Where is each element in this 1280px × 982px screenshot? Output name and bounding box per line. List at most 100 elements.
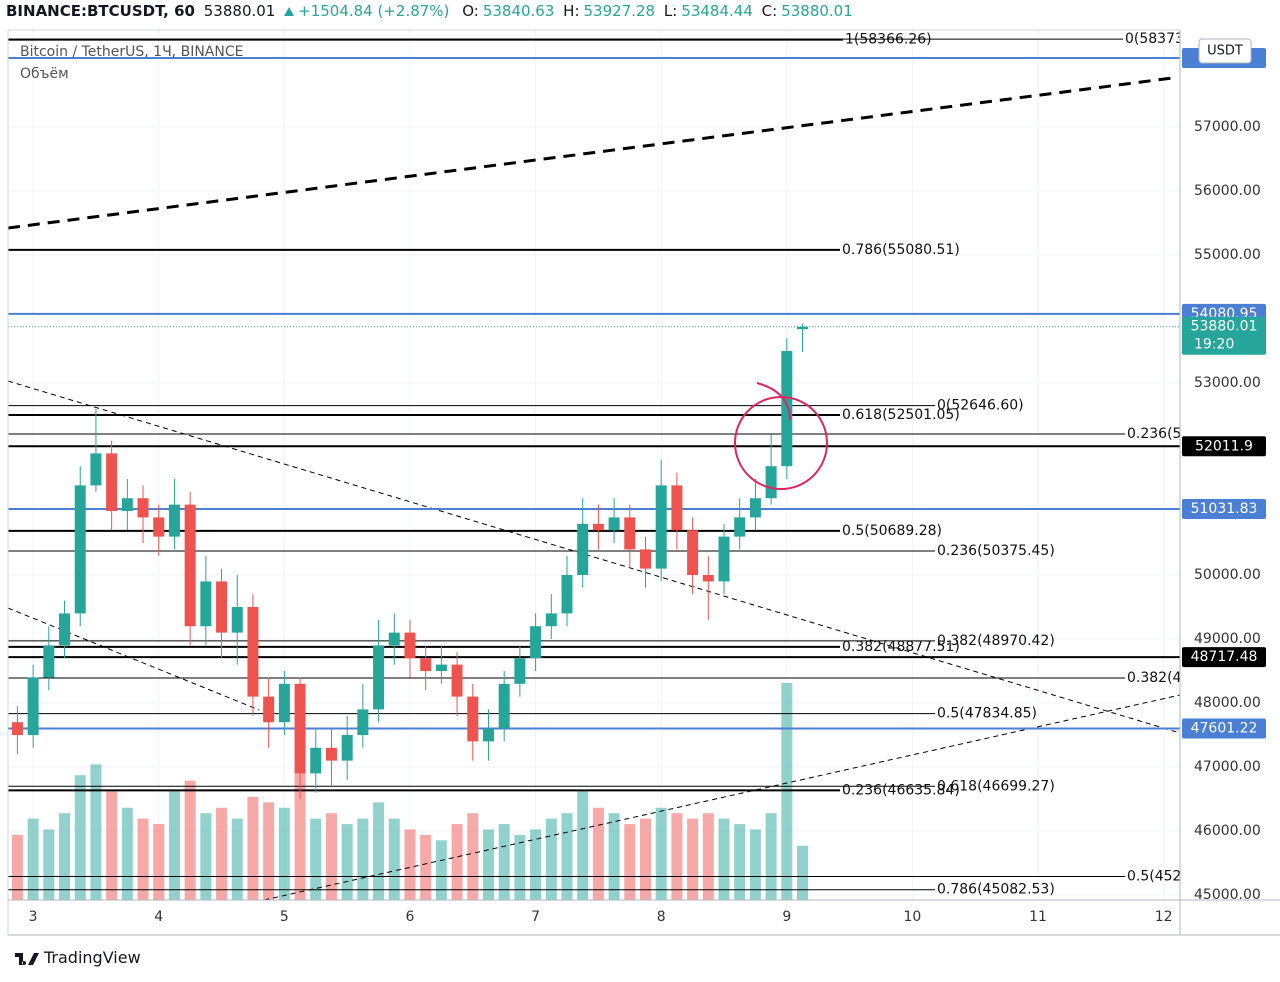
volume-bar (341, 824, 353, 900)
price-badge (1182, 498, 1266, 519)
candle-body (294, 683, 306, 774)
candle-body (263, 696, 275, 723)
y-tick-label: 55000.00 (1194, 247, 1261, 263)
volume-bar (420, 834, 432, 900)
candle-body (671, 485, 683, 531)
level-label: 0.236(5 (1127, 426, 1181, 442)
x-tick-label: 6 (406, 909, 415, 925)
candle-body (482, 728, 494, 742)
volume-bar (498, 824, 510, 900)
candle-body (184, 504, 196, 627)
volume-bar (435, 840, 447, 900)
footer: TradingView (14, 948, 141, 967)
y-tick-label: 53000.00 (1194, 375, 1261, 391)
candle-body (11, 722, 23, 736)
volume-bar (90, 764, 102, 900)
volume-bar (482, 829, 494, 900)
candle-body (718, 536, 730, 582)
high-label: H: (563, 2, 580, 20)
candle-body (388, 632, 400, 646)
candle-body (74, 485, 86, 614)
x-tick-label: 12 (1155, 909, 1173, 925)
volume-bar (59, 813, 71, 900)
level-label: 0.5(47834.85) (937, 706, 1037, 722)
price-badge (1182, 718, 1266, 739)
candle-body (435, 664, 447, 672)
close-label: C: (761, 2, 778, 20)
volume-bar (11, 834, 23, 900)
level-label: 0.786(45082.53) (937, 882, 1055, 898)
volume-bar (373, 802, 385, 900)
candle-body (702, 575, 714, 582)
candle-body (608, 517, 620, 531)
header: BINANCE:BTCUSDT, 60 53880.01 +1504.84 (+… (6, 2, 857, 20)
level-label: 0.618(46699.27) (937, 778, 1055, 794)
volume-bar (137, 818, 149, 900)
candle-body (153, 517, 165, 537)
candle-body (373, 645, 385, 710)
y-tick-label: 50000.00 (1194, 567, 1261, 583)
volume-bar (624, 824, 636, 900)
candle-body (137, 498, 149, 518)
candle-body (59, 613, 71, 646)
volume-bar (153, 824, 165, 900)
candle-body (797, 326, 809, 330)
candle-body (404, 632, 416, 659)
candle-body (592, 523, 604, 531)
level-label: 0.382(48 (1127, 670, 1190, 686)
x-tick-label: 11 (1029, 909, 1047, 925)
high-value: 53927.28 (583, 2, 656, 20)
volume-bar (325, 813, 337, 900)
candle-body (498, 683, 510, 729)
candle-body (530, 626, 542, 659)
volume-bar (216, 807, 228, 900)
candle-body (231, 607, 243, 633)
y-tick-label: 57000.00 (1194, 119, 1261, 135)
volume-bar (278, 807, 290, 900)
price-badge-label: 53880.01 (1191, 319, 1258, 335)
volume-bar (514, 834, 526, 900)
volume-bar (451, 824, 463, 900)
candle-body (216, 581, 228, 633)
volume-bar (530, 829, 542, 900)
volume-bar (577, 791, 589, 900)
level-label: 0.382(48877.51) (842, 639, 960, 655)
annotation-stroke (756, 382, 791, 421)
candle-body (545, 613, 557, 627)
volume-bar (765, 813, 777, 900)
candle-body (655, 485, 667, 569)
open-value: 53840.63 (482, 2, 555, 20)
low-value: 53484.44 (681, 2, 753, 20)
volume-bar (263, 802, 275, 900)
candle-body (325, 747, 337, 761)
volume-bar (797, 845, 809, 900)
chart: 1(58366.26) 0(583730.786(55080.51)0(52646… (7, 29, 1280, 936)
candle-body (341, 735, 353, 761)
close-value: 53880.01 (781, 2, 853, 20)
plot-area: 1(58366.26) 0(583730.786(55080.51)0(52646… (8, 30, 1190, 900)
y-tick-label: 48000.00 (1194, 695, 1261, 711)
x-tick-label: 8 (657, 909, 666, 925)
x-tick-label: 3 (29, 909, 38, 925)
level-label: 0(58373 (1125, 31, 1184, 47)
level-label: 0.5(4528 (1127, 868, 1190, 884)
price-badge-label: 48717.48 (1191, 649, 1258, 665)
candle-body (467, 696, 479, 742)
trendline (264, 694, 1180, 900)
level-label: 0.382(48970.42) (937, 633, 1055, 649)
candle-body (624, 517, 636, 550)
price-badge (1182, 647, 1266, 668)
volume-bar (671, 813, 683, 900)
candle-body (765, 466, 777, 499)
volume-bar (718, 818, 730, 900)
candle-body (749, 498, 761, 518)
y-tick-label: 47000.00 (1194, 759, 1261, 775)
volume-bar (781, 683, 793, 900)
volume-bar (310, 818, 322, 900)
annotation-circle (734, 396, 828, 490)
candle-body (577, 523, 589, 576)
volume-bar (231, 818, 243, 900)
axes (7, 29, 1280, 936)
volume-bar (200, 813, 212, 900)
